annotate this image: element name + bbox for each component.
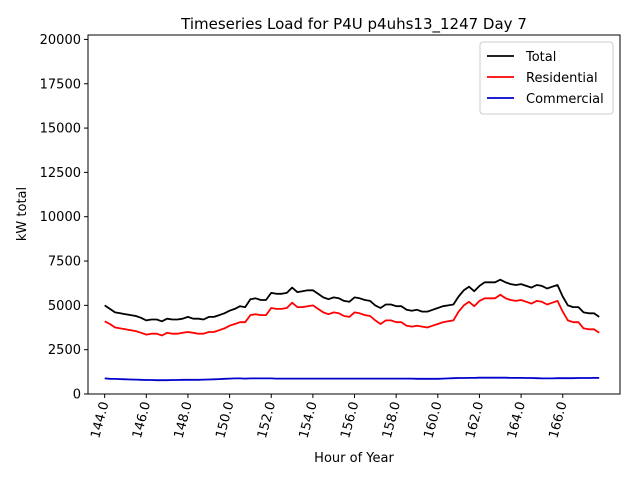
y-tick-label: 7500	[48, 255, 81, 270]
legend-label-total: Total	[525, 50, 556, 65]
y-tick-label: 2500	[48, 343, 81, 358]
series-line-total	[104, 278, 600, 323]
legend-label-residential: Residential	[526, 71, 598, 86]
series-line-commercial	[104, 376, 600, 382]
legend: Total Residential Commercial	[479, 41, 614, 115]
legend-label-commercial: Commercial	[526, 92, 604, 107]
y-tick-label: 12500	[40, 166, 81, 181]
series-line-residential	[104, 293, 600, 337]
y-tick-label: 5000	[48, 299, 81, 314]
y-tick-label: 0	[73, 388, 81, 403]
y-axis-label: kW total	[15, 187, 30, 241]
y-tick-label: 17500	[40, 77, 81, 92]
legend-frame	[479, 41, 614, 115]
chart-title: Timeseries Load for P4U p4uhs13_1247 Day…	[180, 15, 527, 34]
plot-area-frame	[87, 34, 621, 395]
x-axis-label: Hour of Year	[314, 451, 394, 466]
series-lines	[104, 278, 600, 382]
y-tick-label: 20000	[40, 33, 81, 48]
y-tick-label: 15000	[40, 122, 81, 137]
y-tick-label: 10000	[40, 210, 81, 225]
